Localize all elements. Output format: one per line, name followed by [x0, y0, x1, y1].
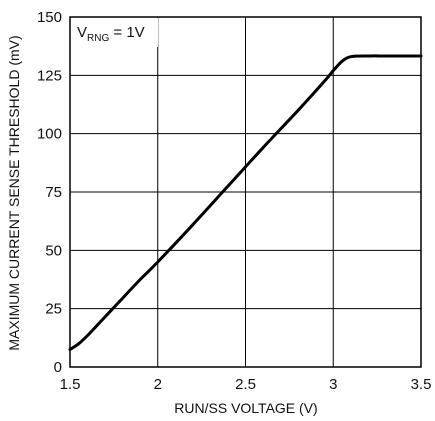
x-axis-title: RUN/SS VOLTAGE (V) [174, 400, 317, 416]
annotation-suffix: = 1V [109, 24, 144, 41]
y-tick-label: 25 [45, 301, 62, 318]
y-tick-label: 75 [45, 184, 62, 201]
x-tick-label: 3.5 [411, 376, 432, 393]
x-tick-label: 1.5 [60, 376, 81, 393]
grid [69, 16, 422, 368]
annotation-main: V [77, 24, 87, 41]
y-tick-label: 150 [37, 9, 62, 26]
y-tick-label: 50 [45, 242, 62, 259]
y-tick-label: 125 [37, 67, 62, 84]
x-tick-label: 2.5 [235, 376, 256, 393]
y-tick-label: 100 [37, 126, 62, 143]
x-tick-label: 3 [329, 376, 337, 393]
series-line [68, 54, 423, 351]
y-tick-label: 0 [54, 359, 62, 376]
x-tick-label: 2 [154, 376, 162, 393]
annotation-box [71, 18, 158, 47]
y-axis-tick-labels: 0 25 50 75 100 125 150 [37, 9, 62, 376]
y-axis-title: MAXIMUM CURRENT SENSE THRESHOLD (mV) [6, 35, 22, 350]
annotation-subscript: RNG [87, 33, 109, 44]
plot-area-frame [69, 16, 422, 368]
annotation-label: VRNG = 1V [77, 24, 145, 44]
x-axis-tick-labels: 1.5 2 2.5 3 3.5 [60, 376, 432, 393]
